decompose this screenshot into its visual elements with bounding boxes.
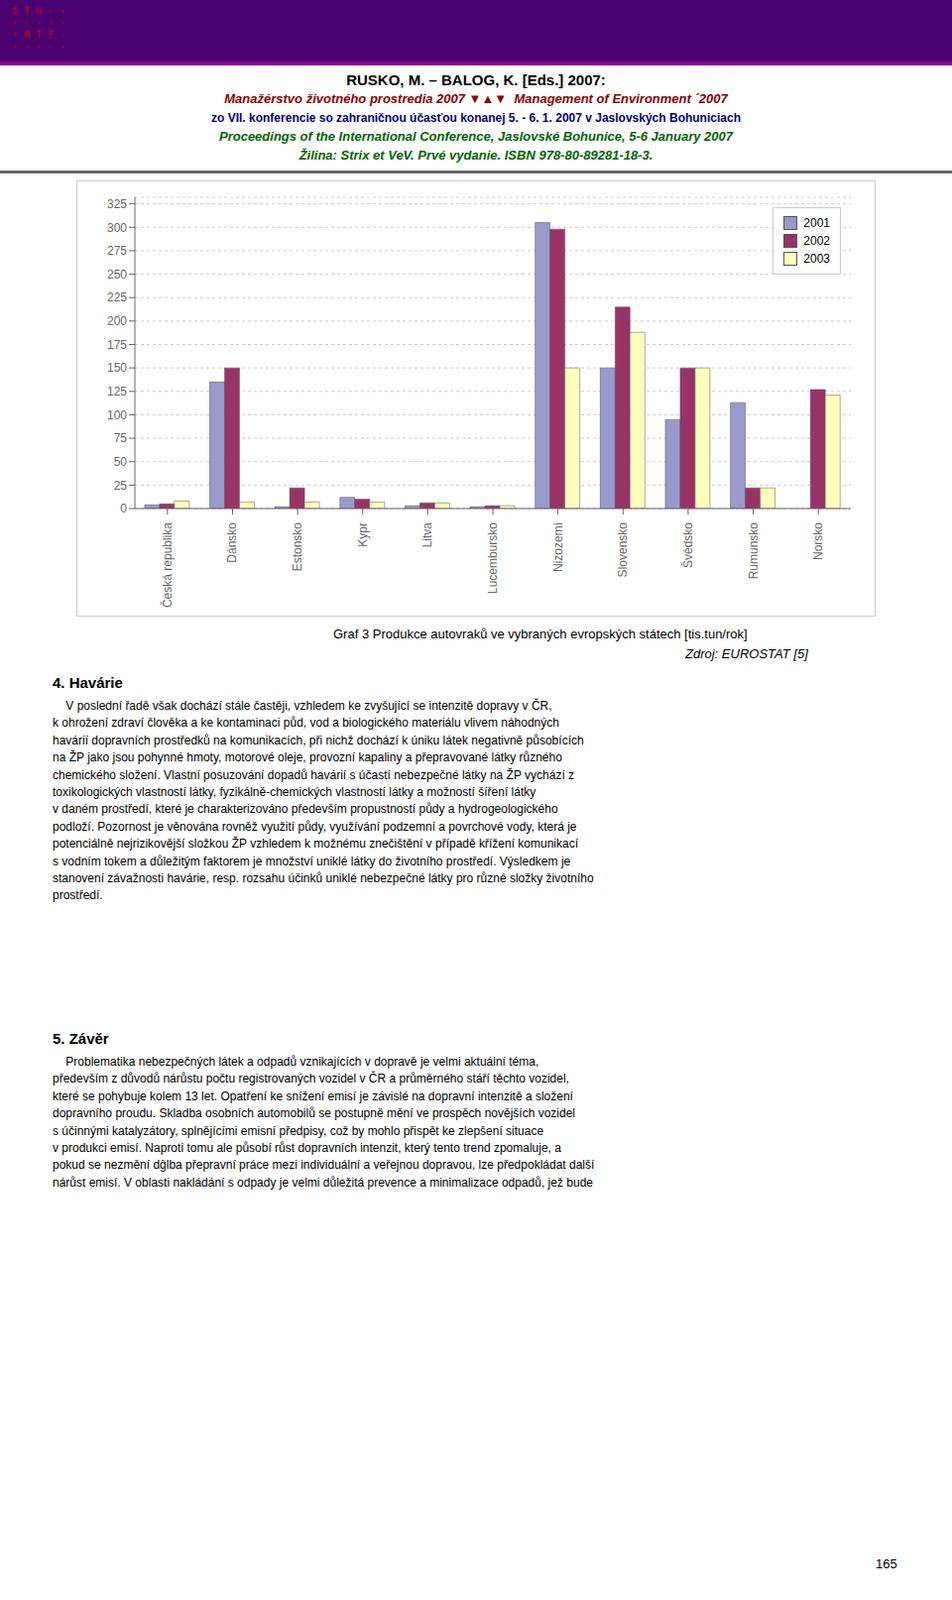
svg-text:100: 100	[107, 408, 127, 423]
svg-text:Nizozemí: Nizozemí	[551, 521, 566, 573]
svg-text:Litva: Litva	[420, 522, 435, 549]
svg-text:0: 0	[119, 501, 127, 516]
html-text:RUSKO, M. – BALOG, K. [Eds.] 2: RUSKO, M. – BALOG, K. [Eds.] 2007:	[346, 71, 606, 89]
html-text:Žilina: Strix et VeV. Prvé vyd: Žilina: Strix et VeV. Prvé vydanie. ISBN…	[299, 147, 653, 163]
svg-text:Dánsko: Dánsko	[225, 522, 239, 564]
svg-text:Norsko: Norsko	[811, 522, 826, 561]
html-text:zo VII. konferencie so zahrani: zo VII. konferencie so zahraničnou účasť…	[211, 111, 741, 125]
html-text:Manažérstvo životného prostred: Manažérstvo životného prostredia 2007 ▼▲…	[224, 91, 728, 107]
svg-text:25: 25	[114, 478, 128, 493]
svg-text:Rumunsko: Rumunsko	[746, 522, 761, 581]
html-text:· M T F ·: · M T F ·	[11, 29, 66, 41]
html-text:5. Závěr: 5. Závěr	[52, 1030, 109, 1048]
svg-text:325: 325	[107, 197, 127, 212]
html-text:4. Havárie: 4. Havárie	[52, 674, 123, 692]
svg-text:275: 275	[107, 243, 127, 258]
html-text:2001: 2001	[803, 216, 831, 231]
svg-text:Estonsko: Estonsko	[290, 522, 305, 573]
html-text:Problematika nebezpečných láte: Problematika nebezpečných látek a odpadů…	[52, 1055, 595, 1190]
html-text:2003: 2003	[803, 251, 831, 266]
html-text:Proceedings of the Internation: Proceedings of the International Confere…	[219, 128, 733, 144]
html-text:2002: 2002	[803, 234, 831, 248]
svg-text:Lucembursko: Lucembursko	[485, 522, 500, 595]
svg-text:225: 225	[107, 290, 127, 305]
svg-text:250: 250	[107, 267, 127, 282]
svg-text:75: 75	[114, 431, 128, 446]
svg-text:300: 300	[107, 221, 127, 236]
svg-text:Švédsko: Švédsko	[680, 522, 696, 569]
html-text:V poslední řadě však dochází s: V poslední řadě však dochází stále častě…	[52, 699, 594, 903]
svg-text:175: 175	[107, 338, 127, 353]
html-text:Graf 3 Produkce autovraků ve v: Graf 3 Produkce autovraků ve vybraných e…	[333, 626, 748, 642]
svg-text:Slovensko: Slovensko	[615, 522, 630, 579]
html-text:S T U · ·: S T U · ·	[11, 5, 66, 17]
svg-text:Česká republika: Česká republika	[159, 522, 175, 608]
svg-text:Kypr: Kypr	[356, 522, 370, 548]
svg-text:150: 150	[107, 360, 127, 375]
svg-text:200: 200	[107, 314, 127, 329]
svg-text:125: 125	[107, 384, 127, 399]
html-text:Zdroj: EUROSTAT [5]: Zdroj: EUROSTAT [5]	[685, 646, 809, 662]
svg-text:50: 50	[114, 455, 128, 470]
html-text:165: 165	[875, 1556, 898, 1572]
